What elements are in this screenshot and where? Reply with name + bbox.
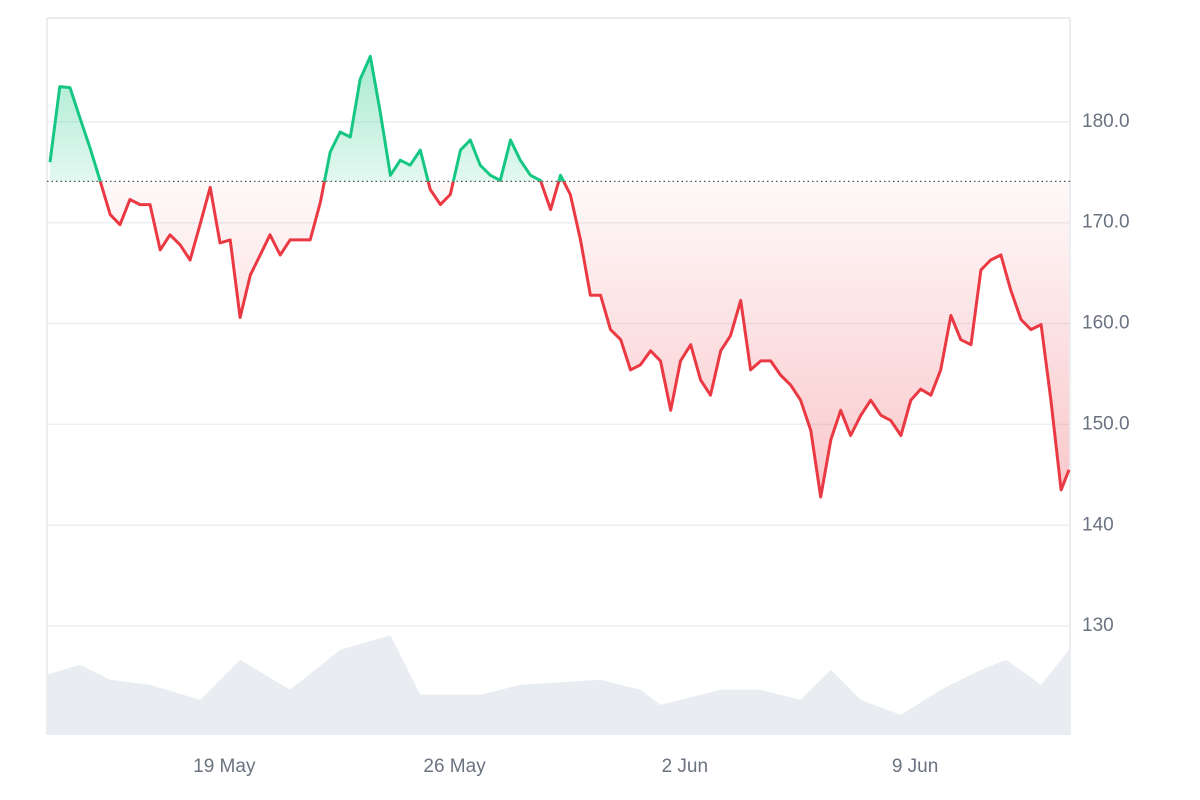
x-tick-label: 2 Jun <box>662 756 708 777</box>
volume-area <box>47 635 1070 735</box>
y-tick-label: 170.0 <box>1082 212 1130 233</box>
price-line <box>48 54 1071 499</box>
y-tick-label: 130 <box>1082 615 1114 636</box>
y-tick-label: 160.0 <box>1082 313 1130 334</box>
y-tick-label: 140 <box>1082 514 1114 535</box>
y-tick-label: 180.0 <box>1082 111 1130 132</box>
y-tick-label: 150.0 <box>1082 413 1130 434</box>
x-tick-label: 9 Jun <box>892 756 938 777</box>
x-tick-label: 26 May <box>423 756 486 777</box>
price-area <box>49 56 1070 498</box>
x-tick-label: 19 May <box>193 756 256 777</box>
